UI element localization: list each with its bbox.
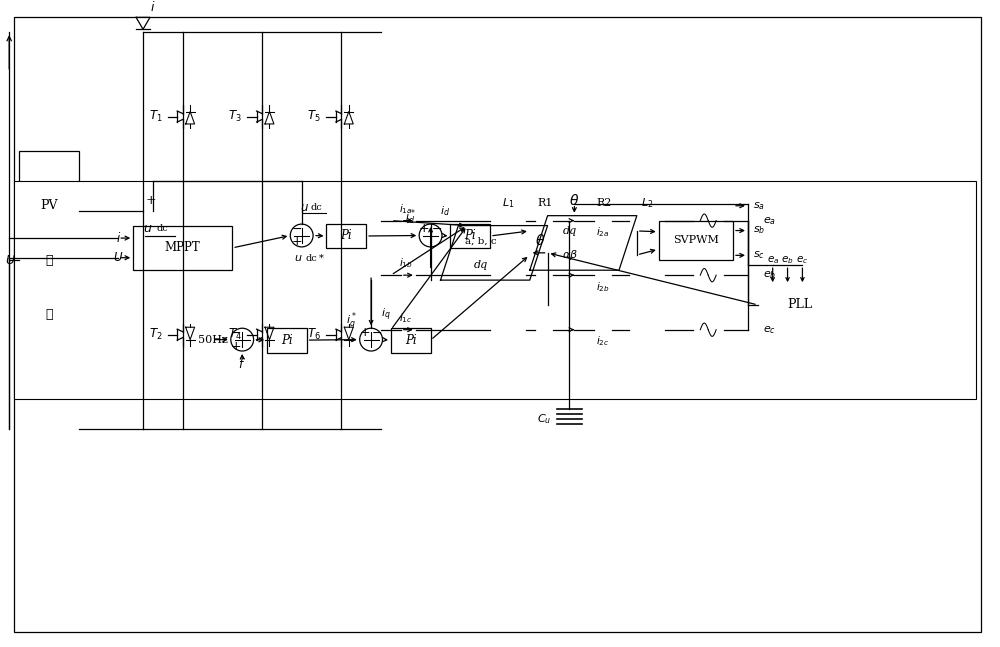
Text: $i$: $i$ bbox=[116, 231, 121, 245]
Bar bbox=[535, 217, 553, 224]
Text: $s_c$: $s_c$ bbox=[753, 250, 765, 261]
Text: $i_d$: $i_d$ bbox=[440, 204, 450, 217]
Text: a, b, c: a, b, c bbox=[465, 236, 496, 245]
Text: $i$: $i$ bbox=[150, 1, 156, 14]
Text: MPPT: MPPT bbox=[165, 241, 201, 254]
Text: dq: dq bbox=[563, 226, 577, 236]
Text: $U$: $U$ bbox=[113, 251, 123, 264]
Text: $-$: $-$ bbox=[230, 326, 241, 339]
Bar bbox=[326, 224, 366, 248]
Text: $T_2$: $T_2$ bbox=[149, 327, 162, 342]
Text: $\theta$: $\theta$ bbox=[535, 234, 545, 248]
Text: $\alpha\beta$: $\alpha\beta$ bbox=[562, 248, 578, 262]
Text: 列: 列 bbox=[45, 309, 53, 322]
Text: $u$: $u$ bbox=[300, 201, 309, 214]
Text: $T_3$: $T_3$ bbox=[228, 109, 242, 124]
Bar bbox=[535, 272, 553, 279]
Text: Pi: Pi bbox=[340, 230, 352, 243]
Bar bbox=[594, 272, 612, 279]
Text: $+$: $+$ bbox=[359, 326, 370, 339]
Text: *: * bbox=[319, 254, 324, 263]
Text: $f$: $f$ bbox=[238, 357, 246, 371]
Text: $-$: $-$ bbox=[291, 222, 302, 235]
Bar bbox=[535, 326, 553, 333]
Text: $i_{1c}$: $i_{1c}$ bbox=[399, 311, 412, 325]
Text: $e_a$: $e_a$ bbox=[763, 215, 776, 226]
Bar bbox=[391, 328, 431, 353]
Text: $i_{2b}$: $i_{2b}$ bbox=[596, 280, 610, 294]
Bar bbox=[594, 326, 612, 333]
Text: dc: dc bbox=[306, 254, 317, 263]
Text: PV: PV bbox=[40, 199, 58, 212]
Text: $u$: $u$ bbox=[294, 254, 303, 263]
Text: $e_b$: $e_b$ bbox=[763, 269, 776, 281]
Text: +: + bbox=[146, 194, 156, 207]
Text: $i_{1b}$: $i_{1b}$ bbox=[399, 256, 413, 270]
Text: $C_u$: $C_u$ bbox=[537, 412, 552, 426]
Text: 50Hz: 50Hz bbox=[198, 334, 227, 345]
Text: $u$: $u$ bbox=[143, 222, 153, 235]
Text: $+$: $+$ bbox=[230, 340, 241, 353]
Text: $i_q$: $i_q$ bbox=[381, 307, 391, 323]
Bar bbox=[594, 217, 612, 224]
Text: $-$: $-$ bbox=[371, 326, 383, 339]
Text: $e_c$: $e_c$ bbox=[796, 254, 809, 266]
Text: $e_c$: $e_c$ bbox=[763, 324, 776, 336]
Text: R2: R2 bbox=[596, 198, 612, 208]
Text: $L_2$: $L_2$ bbox=[641, 196, 653, 210]
Text: $+$: $+$ bbox=[418, 222, 429, 235]
Text: R1: R1 bbox=[537, 198, 552, 208]
Text: $T_4$: $T_4$ bbox=[228, 327, 242, 342]
Text: $-$: $-$ bbox=[431, 222, 442, 235]
Bar bbox=[133, 226, 232, 270]
Text: $s_b$: $s_b$ bbox=[753, 225, 765, 236]
Text: dq: dq bbox=[474, 260, 488, 270]
Text: SVPWM: SVPWM bbox=[673, 236, 719, 245]
Text: $e_b$: $e_b$ bbox=[781, 254, 794, 266]
Text: $e_a$: $e_a$ bbox=[767, 254, 779, 266]
Bar bbox=[659, 221, 733, 260]
Text: $s_a$: $s_a$ bbox=[753, 200, 765, 212]
Text: dc: dc bbox=[311, 203, 322, 212]
Text: $T_1$: $T_1$ bbox=[149, 109, 162, 124]
Text: $i_d^*$: $i_d^*$ bbox=[405, 208, 416, 228]
Text: dc: dc bbox=[157, 224, 169, 233]
Text: $i_{1a}$: $i_{1a}$ bbox=[399, 202, 413, 215]
Bar bbox=[758, 285, 842, 325]
Text: $T_5$: $T_5$ bbox=[307, 109, 321, 124]
Text: $\theta$: $\theta$ bbox=[569, 193, 579, 208]
Text: $L_1$: $L_1$ bbox=[502, 196, 514, 210]
Bar bbox=[14, 181, 976, 399]
Bar bbox=[450, 224, 490, 248]
Text: Pi: Pi bbox=[405, 334, 417, 347]
Text: $i_{2c}$: $i_{2c}$ bbox=[596, 334, 610, 349]
Text: Pi: Pi bbox=[281, 334, 293, 347]
Text: $U$: $U$ bbox=[5, 254, 16, 267]
Text: Pi: Pi bbox=[464, 230, 476, 243]
Text: $i_q^*$: $i_q^*$ bbox=[346, 311, 357, 333]
Text: $T_6$: $T_6$ bbox=[307, 327, 321, 342]
Text: $i_{2a}$: $i_{2a}$ bbox=[596, 226, 610, 239]
Text: PLL: PLL bbox=[787, 298, 812, 311]
Text: $+$: $+$ bbox=[291, 235, 302, 248]
Bar bbox=[19, 151, 79, 369]
Bar bbox=[267, 328, 307, 353]
Text: 阵: 阵 bbox=[45, 254, 53, 267]
